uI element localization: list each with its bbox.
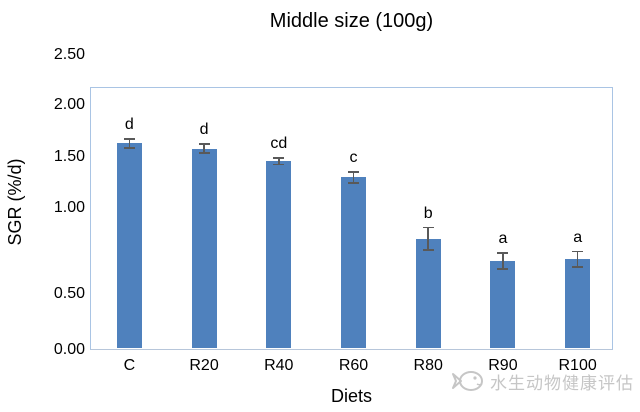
error-bar-stem bbox=[278, 157, 280, 166]
error-bar-cap-top bbox=[497, 252, 509, 254]
significance-letter: a bbox=[573, 228, 583, 246]
error-bar-stem bbox=[128, 138, 131, 149]
error-bar-cap-top bbox=[273, 157, 285, 159]
error-bar-stem bbox=[576, 250, 579, 268]
bar bbox=[341, 177, 366, 349]
error-bar-cap-bottom bbox=[422, 249, 434, 251]
significance-letter: a bbox=[498, 230, 508, 248]
significance-letter: d bbox=[199, 121, 209, 139]
bar bbox=[266, 161, 292, 349]
error-bar-cap-top bbox=[198, 143, 210, 145]
error-bar-cap-top bbox=[422, 226, 434, 229]
x-tick-label: R90 bbox=[488, 357, 518, 374]
error-bar-stem bbox=[352, 171, 355, 184]
y-tick-label: 0.50 bbox=[53, 284, 85, 302]
significance-letter: cd bbox=[270, 135, 288, 152]
x-tick-label: C bbox=[123, 357, 136, 374]
x-tick-label: R40 bbox=[264, 357, 294, 374]
x-tick-label: R60 bbox=[338, 357, 369, 374]
x-tick-label: R100 bbox=[558, 357, 597, 374]
error-bar-cap-bottom bbox=[497, 268, 509, 270]
watermark-text: 水生动物健康评估 bbox=[490, 373, 634, 393]
y-tick-label: 0.00 bbox=[53, 341, 85, 358]
y-tick-label: 2.00 bbox=[53, 95, 85, 113]
x-tick-label: R20 bbox=[189, 357, 219, 374]
error-bar-cap-bottom bbox=[348, 182, 359, 184]
error-bar-cap-bottom bbox=[572, 266, 584, 268]
chart-title: Middle size (100g) bbox=[269, 10, 434, 32]
bar bbox=[116, 143, 142, 349]
significance-letter: d bbox=[124, 116, 134, 134]
error-bar-cap-bottom bbox=[123, 147, 135, 149]
y-tick-label: 2.50 bbox=[53, 46, 85, 63]
error-bar-cap-bottom bbox=[198, 152, 210, 154]
error-bar-cap-top bbox=[572, 250, 584, 253]
error-bar-cap-top bbox=[123, 138, 135, 140]
error-bar-stem bbox=[427, 226, 429, 251]
watermark: 水生动物健康评估 bbox=[450, 367, 634, 395]
y-tick-label: 1.00 bbox=[53, 199, 85, 216]
error-bar-stem bbox=[502, 252, 504, 270]
bar bbox=[565, 259, 591, 349]
y-tick-label: 1.50 bbox=[53, 148, 85, 165]
x-tick-label: R80 bbox=[413, 357, 443, 374]
error-bar-cap-bottom bbox=[273, 163, 285, 166]
significance-letter: c bbox=[349, 149, 358, 167]
significance-letter: b bbox=[423, 204, 433, 222]
error-bar-cap-top bbox=[348, 171, 359, 173]
error-bar-stem bbox=[203, 143, 205, 154]
bar bbox=[415, 238, 441, 349]
bar bbox=[191, 148, 217, 349]
bar bbox=[490, 261, 516, 349]
fish-icon bbox=[452, 371, 483, 391]
x-axis-title: Diets bbox=[330, 386, 372, 406]
